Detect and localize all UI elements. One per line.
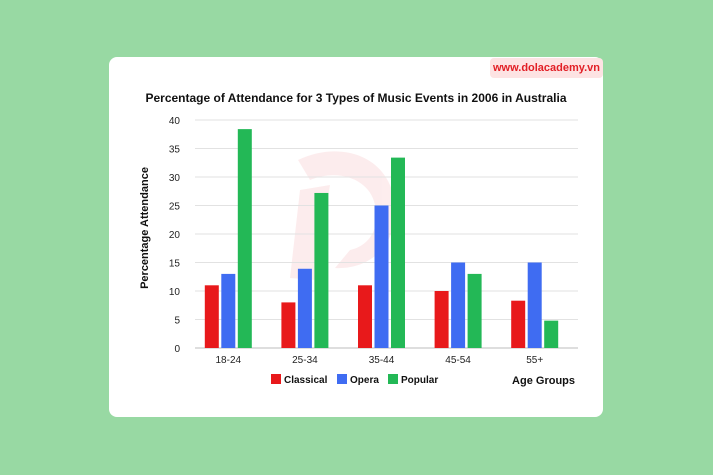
x-tick-label: 45-54 bbox=[445, 355, 471, 366]
x-tick-label: 55+ bbox=[526, 355, 543, 366]
bar-classical-18-24 bbox=[204, 285, 219, 348]
legend-label-popular: Popular bbox=[401, 375, 438, 386]
bar-classical-25-34 bbox=[281, 302, 296, 348]
bar-popular-35-44 bbox=[391, 157, 405, 348]
legend-swatch-popular bbox=[388, 374, 398, 384]
y-axis-ticks: 0 5 10 15 20 25 30 35 40 bbox=[169, 116, 181, 355]
legend-label-classical: Classical bbox=[284, 375, 328, 386]
bar-popular-18-24 bbox=[237, 129, 252, 348]
y-tick-label: 30 bbox=[169, 173, 181, 184]
bar-classical-45-54 bbox=[434, 291, 449, 348]
chart-title: Percentage of Attendance for 3 Types of … bbox=[145, 91, 566, 105]
bar-popular-25-34 bbox=[314, 192, 329, 348]
x-axis-ticks: 18-24 25-34 35-44 45-54 55+ bbox=[216, 355, 544, 366]
bars bbox=[204, 129, 559, 348]
legend-swatch-classical bbox=[271, 374, 281, 384]
x-tick-label: 25-34 bbox=[292, 355, 318, 366]
bar-opera-45-54 bbox=[451, 262, 466, 348]
legend-label-opera: Opera bbox=[350, 375, 379, 386]
y-tick-label: 25 bbox=[169, 202, 181, 213]
bar-opera-25-34 bbox=[297, 268, 312, 348]
bar-popular-45-54 bbox=[467, 273, 482, 348]
x-tick-label: 18-24 bbox=[216, 355, 242, 366]
bar-opera-55+ bbox=[527, 262, 542, 348]
y-tick-label: 15 bbox=[169, 259, 181, 270]
x-tick-label: 35-44 bbox=[369, 355, 395, 366]
legend-swatch-opera bbox=[337, 374, 347, 384]
y-axis-label: Percentage Attendance bbox=[139, 167, 151, 289]
y-tick-label: 40 bbox=[169, 116, 181, 127]
y-tick-label: 10 bbox=[169, 287, 181, 298]
y-tick-label: 35 bbox=[169, 145, 181, 156]
bar-classical-55+ bbox=[511, 300, 526, 348]
y-tick-label: 5 bbox=[174, 316, 180, 327]
x-axis-label: Age Groups bbox=[512, 375, 575, 387]
bar-classical-35-44 bbox=[358, 285, 372, 348]
bar-opera-35-44 bbox=[374, 205, 389, 348]
bar-popular-55+ bbox=[544, 320, 559, 348]
y-tick-label: 0 bbox=[174, 344, 180, 355]
y-tick-label: 20 bbox=[169, 230, 181, 241]
chart-card bbox=[109, 57, 603, 417]
bar-opera-18-24 bbox=[221, 273, 236, 348]
legend: Classical Opera Popular bbox=[271, 374, 438, 386]
brand-url-badge[interactable]: www.dolacademy.vn bbox=[490, 58, 603, 78]
